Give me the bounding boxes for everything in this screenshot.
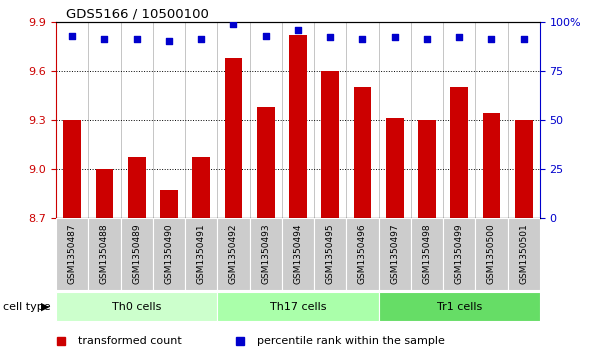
Point (519, 37, 529, 42)
Bar (346, 218, 379, 290)
Point (390, 34, 399, 40)
Bar (353, 87, 371, 218)
Point (326, 34, 335, 40)
Bar (289, 35, 307, 218)
Text: cell type: cell type (3, 302, 51, 312)
Text: GSM1350500: GSM1350500 (487, 224, 496, 284)
Bar (411, 218, 443, 290)
Bar (282, 218, 314, 290)
Bar (160, 190, 178, 218)
Bar (379, 218, 411, 290)
Text: GSM1350487: GSM1350487 (68, 224, 77, 284)
Bar (185, 218, 217, 290)
Bar (314, 218, 346, 290)
Bar (153, 218, 185, 290)
Bar (88, 218, 120, 290)
Text: GDS5166 / 10500100: GDS5166 / 10500100 (65, 8, 209, 21)
Point (454, 34, 464, 40)
Text: GSM1350491: GSM1350491 (196, 224, 206, 284)
Point (132, 37, 142, 42)
Text: percentile rank within the sample: percentile rank within the sample (257, 337, 445, 346)
Text: GSM1350493: GSM1350493 (261, 224, 270, 284)
Bar (443, 218, 476, 290)
Bar (56, 218, 88, 290)
Bar (225, 58, 242, 218)
Point (358, 37, 367, 42)
Text: GSM1350489: GSM1350489 (132, 224, 141, 284)
Text: ▶: ▶ (41, 302, 50, 312)
Bar (217, 218, 250, 290)
Text: Th0 cells: Th0 cells (112, 302, 162, 312)
Text: GSM1350501: GSM1350501 (519, 224, 528, 284)
Text: GSM1350497: GSM1350497 (390, 224, 399, 284)
Bar (250, 218, 282, 290)
Bar (96, 169, 113, 218)
Text: Tr1 cells: Tr1 cells (437, 302, 482, 312)
Point (229, 21, 238, 26)
Bar (386, 118, 404, 218)
Text: GSM1350499: GSM1350499 (455, 224, 464, 284)
Bar (507, 218, 540, 290)
Text: Th17 cells: Th17 cells (270, 302, 326, 312)
Text: GSM1350495: GSM1350495 (326, 224, 335, 284)
Text: GSM1350496: GSM1350496 (358, 224, 367, 284)
Point (293, 27, 303, 33)
Point (261, 33, 270, 38)
Bar (483, 113, 500, 218)
Text: GSM1350492: GSM1350492 (229, 224, 238, 284)
Point (422, 37, 432, 42)
Text: GSM1350488: GSM1350488 (100, 224, 109, 284)
Text: GSM1350494: GSM1350494 (293, 224, 303, 284)
Bar (418, 120, 436, 218)
Point (196, 37, 206, 42)
Bar (257, 107, 274, 218)
Bar (120, 218, 153, 290)
Text: transformed count: transformed count (78, 337, 182, 346)
Point (100, 37, 109, 42)
Bar (450, 87, 468, 218)
Bar (379, 292, 540, 322)
Bar (515, 120, 533, 218)
Bar (63, 120, 81, 218)
Bar (192, 157, 210, 218)
Bar (56, 292, 217, 322)
Bar (476, 218, 507, 290)
Point (487, 37, 496, 42)
Text: GSM1350498: GSM1350498 (422, 224, 431, 284)
Bar (322, 71, 339, 218)
Bar (217, 292, 379, 322)
Point (164, 38, 173, 44)
Bar (128, 157, 146, 218)
Text: GSM1350490: GSM1350490 (165, 224, 173, 284)
Point (67, 33, 77, 38)
